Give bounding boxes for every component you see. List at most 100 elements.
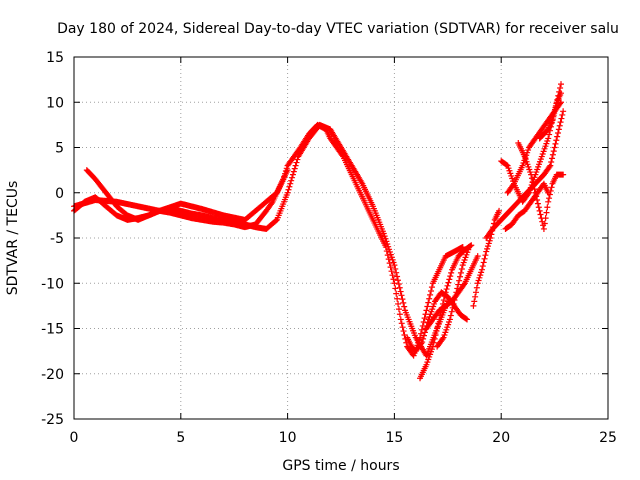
data-point: [457, 269, 464, 276]
data-point: [555, 126, 562, 133]
data-point: [452, 293, 459, 300]
data-point: [467, 242, 474, 249]
data-point: [391, 262, 398, 269]
data-point: [421, 315, 428, 322]
data-point: [466, 244, 473, 251]
data-point: [544, 204, 551, 211]
data-point: [460, 281, 467, 288]
data-point: [384, 241, 391, 248]
data-point: [430, 339, 437, 346]
y-tick-label: 5: [55, 141, 64, 157]
data-point: [435, 320, 442, 327]
y-axis-label: SDTVAR / TECUs: [5, 181, 21, 296]
data-point: [549, 151, 556, 158]
data-point: [382, 235, 389, 242]
data-point: [387, 264, 394, 271]
data-point: [444, 282, 451, 289]
series-track-14: [536, 90, 565, 142]
data-point: [447, 273, 454, 280]
data-point: [558, 81, 565, 88]
x-tick-label: 20: [492, 430, 510, 446]
data-point: [477, 272, 484, 279]
data-point: [420, 335, 427, 342]
series-track-6: [423, 253, 481, 332]
data-point: [284, 167, 291, 174]
data-point: [457, 273, 464, 280]
data-point: [470, 302, 477, 309]
data-point: [484, 243, 491, 250]
data-point: [293, 159, 300, 166]
data-point: [289, 174, 296, 181]
data-point: [456, 277, 463, 284]
data-point: [287, 180, 294, 187]
data-point: [534, 196, 541, 203]
data-point: [445, 279, 452, 286]
data-point: [540, 225, 547, 232]
data-point: [284, 189, 291, 196]
data-point: [290, 168, 297, 175]
series-track-13: [502, 180, 552, 232]
x-tick-label: 10: [279, 430, 297, 446]
y-tick-label: 15: [46, 50, 64, 66]
data-point: [472, 289, 479, 296]
data-point: [394, 295, 401, 302]
data-point: [434, 324, 441, 331]
data-point: [448, 308, 455, 315]
data-point: [552, 106, 559, 113]
data-point: [542, 215, 549, 222]
data-point: [525, 191, 532, 198]
data-point: [536, 207, 543, 214]
data-point: [399, 296, 406, 303]
data-point: [439, 335, 446, 342]
data-point: [548, 158, 555, 165]
data-point: [543, 209, 550, 216]
data-point: [451, 297, 458, 304]
data-point: [386, 248, 393, 255]
data-point: [443, 286, 450, 293]
data-point: [454, 285, 461, 292]
series-track-2: [83, 121, 451, 359]
data-point: [418, 326, 425, 333]
y-tick-label: 0: [55, 186, 64, 202]
data-point: [531, 186, 538, 193]
data-point: [423, 307, 430, 314]
data-point: [419, 339, 426, 346]
y-tick-label: -25: [41, 412, 64, 428]
data-point: [291, 165, 298, 172]
x-tick-label: 25: [599, 430, 617, 446]
data-point: [546, 195, 553, 202]
data-point: [393, 290, 400, 297]
data-point: [535, 204, 542, 211]
data-point: [292, 162, 299, 169]
data-point: [480, 259, 487, 266]
data-point: [396, 311, 403, 318]
axis-ticks: 0 5 10 15 20 25 -25 -20 -15 -10 -5 0 5 10 15: [41, 50, 617, 446]
data-point: [484, 245, 491, 252]
data-point: [552, 102, 559, 109]
data-point: [420, 319, 427, 326]
data-point: [397, 288, 404, 295]
data-point: [387, 251, 394, 258]
data-point: [558, 115, 565, 122]
data-point: [389, 272, 396, 279]
data-point: [455, 281, 462, 288]
data-point: [549, 155, 556, 162]
data-point: [464, 316, 471, 323]
data-point: [450, 300, 457, 307]
data-point: [545, 189, 552, 196]
series-track-5: [404, 289, 471, 355]
data-point: [421, 329, 428, 336]
data-point: [436, 316, 443, 323]
y-tick-label: -10: [41, 276, 64, 292]
data-point: [453, 289, 460, 296]
data-point: [400, 299, 407, 306]
data-point: [390, 276, 397, 283]
data-point: [440, 297, 447, 304]
data-point: [478, 266, 485, 273]
series-track-9: [483, 108, 567, 241]
data-point: [400, 328, 407, 335]
data-point: [552, 140, 559, 147]
data-point: [560, 171, 567, 178]
data-point: [388, 268, 395, 275]
data-point: [478, 269, 485, 276]
